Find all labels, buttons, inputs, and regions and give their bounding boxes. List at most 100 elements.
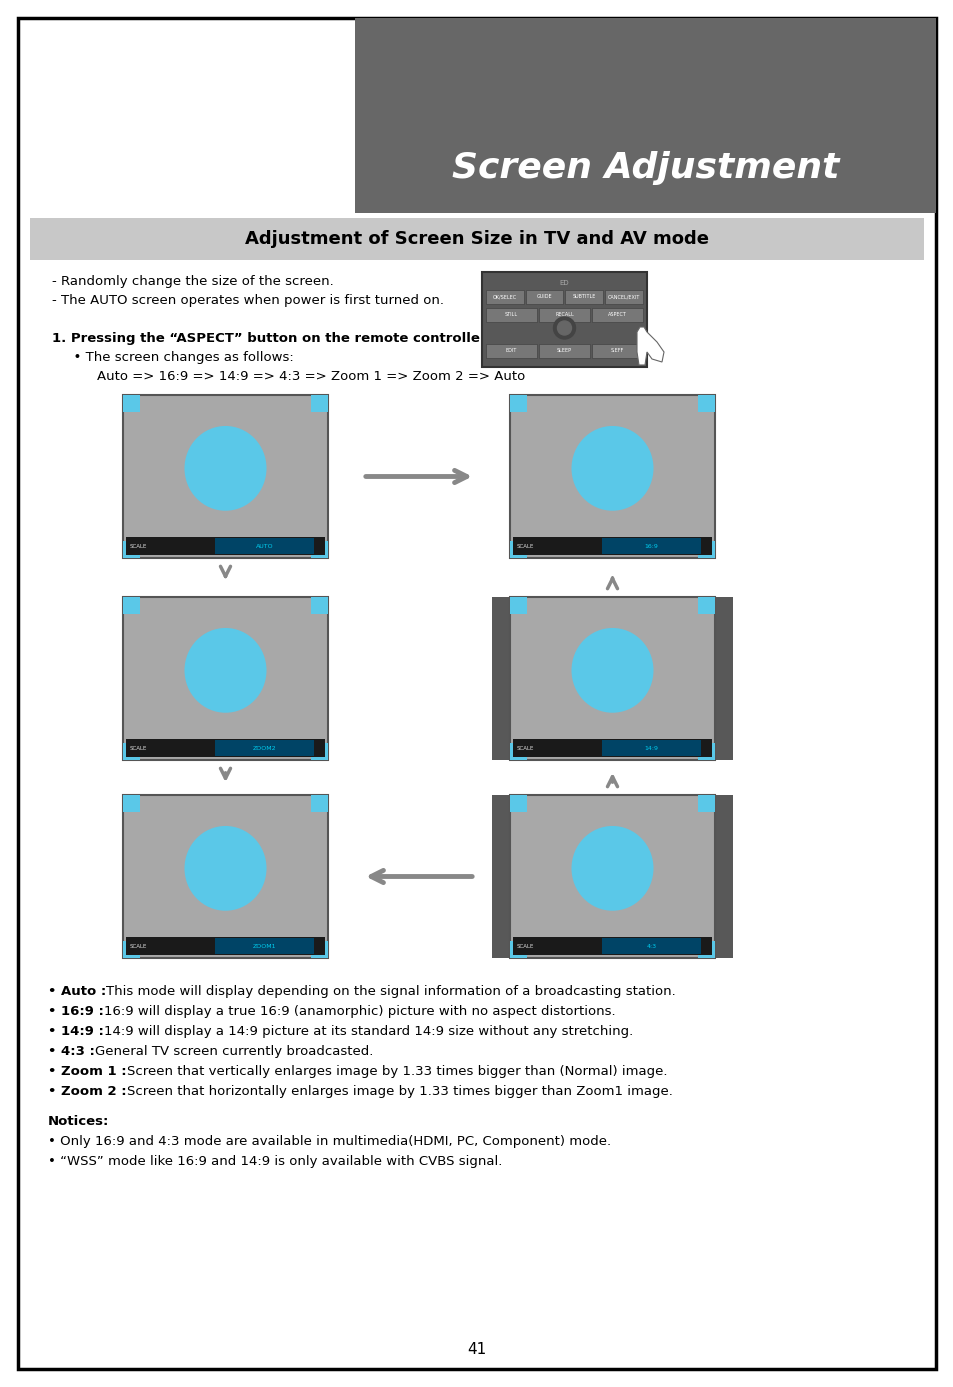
Bar <box>485 308 537 322</box>
Ellipse shape <box>571 426 653 510</box>
Ellipse shape <box>184 426 266 510</box>
Text: • Zoom 1 :: • Zoom 1 : <box>48 1065 127 1078</box>
Text: Screen that vertically enlarges image by 1.33 times bigger than (Normal) image.: Screen that vertically enlarges image by… <box>127 1065 666 1078</box>
Text: SUBTITLE: SUBTITLE <box>572 294 596 300</box>
Bar <box>697 541 714 558</box>
Bar <box>30 218 923 259</box>
Bar <box>126 739 325 757</box>
Bar <box>604 290 642 304</box>
Bar <box>601 538 700 553</box>
Bar <box>697 940 714 958</box>
Circle shape <box>553 318 575 338</box>
Text: • 4:3 :: • 4:3 : <box>48 1044 94 1058</box>
Bar <box>215 741 314 756</box>
Polygon shape <box>637 327 663 365</box>
Bar <box>513 739 711 757</box>
Ellipse shape <box>571 827 653 911</box>
Bar <box>123 940 140 958</box>
Bar <box>525 290 563 304</box>
Text: Auto => 16:9 => 14:9 => 4:3 => Zoom 1 => Zoom 2 => Auto: Auto => 16:9 => 14:9 => 4:3 => Zoom 1 =>… <box>80 370 525 383</box>
Text: • The screen changes as follows:: • The screen changes as follows: <box>65 351 294 363</box>
Text: • 16:9 :: • 16:9 : <box>48 1006 104 1018</box>
Bar <box>601 741 700 756</box>
Bar <box>510 742 527 760</box>
Text: • Only 16:9 and 4:3 mode are available in multimedia(HDMI, PC, Component) mode.: • Only 16:9 and 4:3 mode are available i… <box>48 1135 611 1148</box>
Text: This mode will display depending on the signal information of a broadcasting sta: This mode will display depending on the … <box>106 985 676 999</box>
Text: 4:3: 4:3 <box>646 943 656 949</box>
Text: SCALE: SCALE <box>130 746 147 750</box>
Text: 14:9 will display a 14:9 picture at its standard 14:9 size without any stretchin: 14:9 will display a 14:9 picture at its … <box>104 1025 633 1037</box>
Text: RECALL: RECALL <box>555 312 574 318</box>
Text: SCALE: SCALE <box>517 746 534 750</box>
Text: • “WSS” mode like 16:9 and 14:9 is only available with CVBS signal.: • “WSS” mode like 16:9 and 14:9 is only … <box>48 1155 502 1168</box>
Bar <box>492 596 510 760</box>
Text: GUIDE: GUIDE <box>537 294 552 300</box>
Bar <box>697 795 714 813</box>
Bar <box>215 938 314 954</box>
Text: CANCEL/EXIT: CANCEL/EXIT <box>607 294 639 300</box>
Bar <box>355 18 935 214</box>
Bar <box>311 742 328 760</box>
Text: 16:9 will display a true 16:9 (anamorphic) picture with no aspect distortions.: 16:9 will display a true 16:9 (anamorphi… <box>104 1006 615 1018</box>
Bar <box>714 795 732 958</box>
Text: SLEEP: SLEEP <box>557 348 572 354</box>
Text: • 14:9 :: • 14:9 : <box>48 1025 104 1037</box>
Bar <box>510 395 714 558</box>
Bar <box>123 795 328 958</box>
Bar <box>492 795 510 958</box>
Text: Notices:: Notices: <box>48 1115 110 1128</box>
Text: • Auto :: • Auto : <box>48 985 106 999</box>
Bar <box>538 308 589 322</box>
Bar <box>592 344 642 358</box>
Bar <box>513 537 711 555</box>
Bar <box>538 344 589 358</box>
Text: OK/SELEC: OK/SELEC <box>493 294 517 300</box>
Text: ED: ED <box>559 280 569 286</box>
Bar <box>485 344 537 358</box>
Text: 1. Pressing the “ASPECT” button on the remote controller.: 1. Pressing the “ASPECT” button on the r… <box>52 331 489 345</box>
Text: STILL: STILL <box>504 312 517 318</box>
Text: ZOOM1: ZOOM1 <box>253 943 276 949</box>
Bar <box>485 290 523 304</box>
Text: - The AUTO screen operates when power is first turned on.: - The AUTO screen operates when power is… <box>52 294 443 307</box>
Bar <box>510 795 527 813</box>
Bar <box>311 541 328 558</box>
Ellipse shape <box>571 628 653 713</box>
Bar <box>311 940 328 958</box>
Circle shape <box>557 320 571 336</box>
Text: Adjustment of Screen Size in TV and AV mode: Adjustment of Screen Size in TV and AV m… <box>245 230 708 248</box>
Text: EDIT: EDIT <box>505 348 517 354</box>
Bar <box>123 742 140 760</box>
Text: General TV screen currently broadcasted.: General TV screen currently broadcasted. <box>94 1044 373 1058</box>
Bar <box>311 795 328 813</box>
Bar <box>311 596 328 614</box>
Bar <box>592 308 642 322</box>
Bar <box>697 742 714 760</box>
Bar <box>481 272 646 368</box>
Bar <box>565 290 602 304</box>
Bar <box>123 795 140 813</box>
Bar <box>601 938 700 954</box>
Text: 41: 41 <box>467 1341 486 1356</box>
Text: 16:9: 16:9 <box>644 544 658 548</box>
Text: SCALE: SCALE <box>130 544 147 548</box>
Text: - Randomly change the size of the screen.: - Randomly change the size of the screen… <box>52 275 334 288</box>
Text: SCALE: SCALE <box>130 943 147 949</box>
Text: SCALE: SCALE <box>517 544 534 548</box>
Text: ASPECT: ASPECT <box>607 312 626 318</box>
Ellipse shape <box>184 628 266 713</box>
Bar <box>123 395 328 558</box>
Bar <box>714 596 732 760</box>
Bar <box>510 795 714 958</box>
Bar <box>697 596 714 614</box>
Bar <box>126 537 325 555</box>
Bar <box>126 938 325 956</box>
Bar <box>510 940 527 958</box>
Bar <box>513 938 711 956</box>
Bar <box>697 395 714 412</box>
Bar <box>510 395 527 412</box>
Text: S.EFF: S.EFF <box>610 348 623 354</box>
Bar <box>510 596 714 760</box>
Bar <box>215 538 314 553</box>
Text: ZOOM2: ZOOM2 <box>253 746 276 750</box>
